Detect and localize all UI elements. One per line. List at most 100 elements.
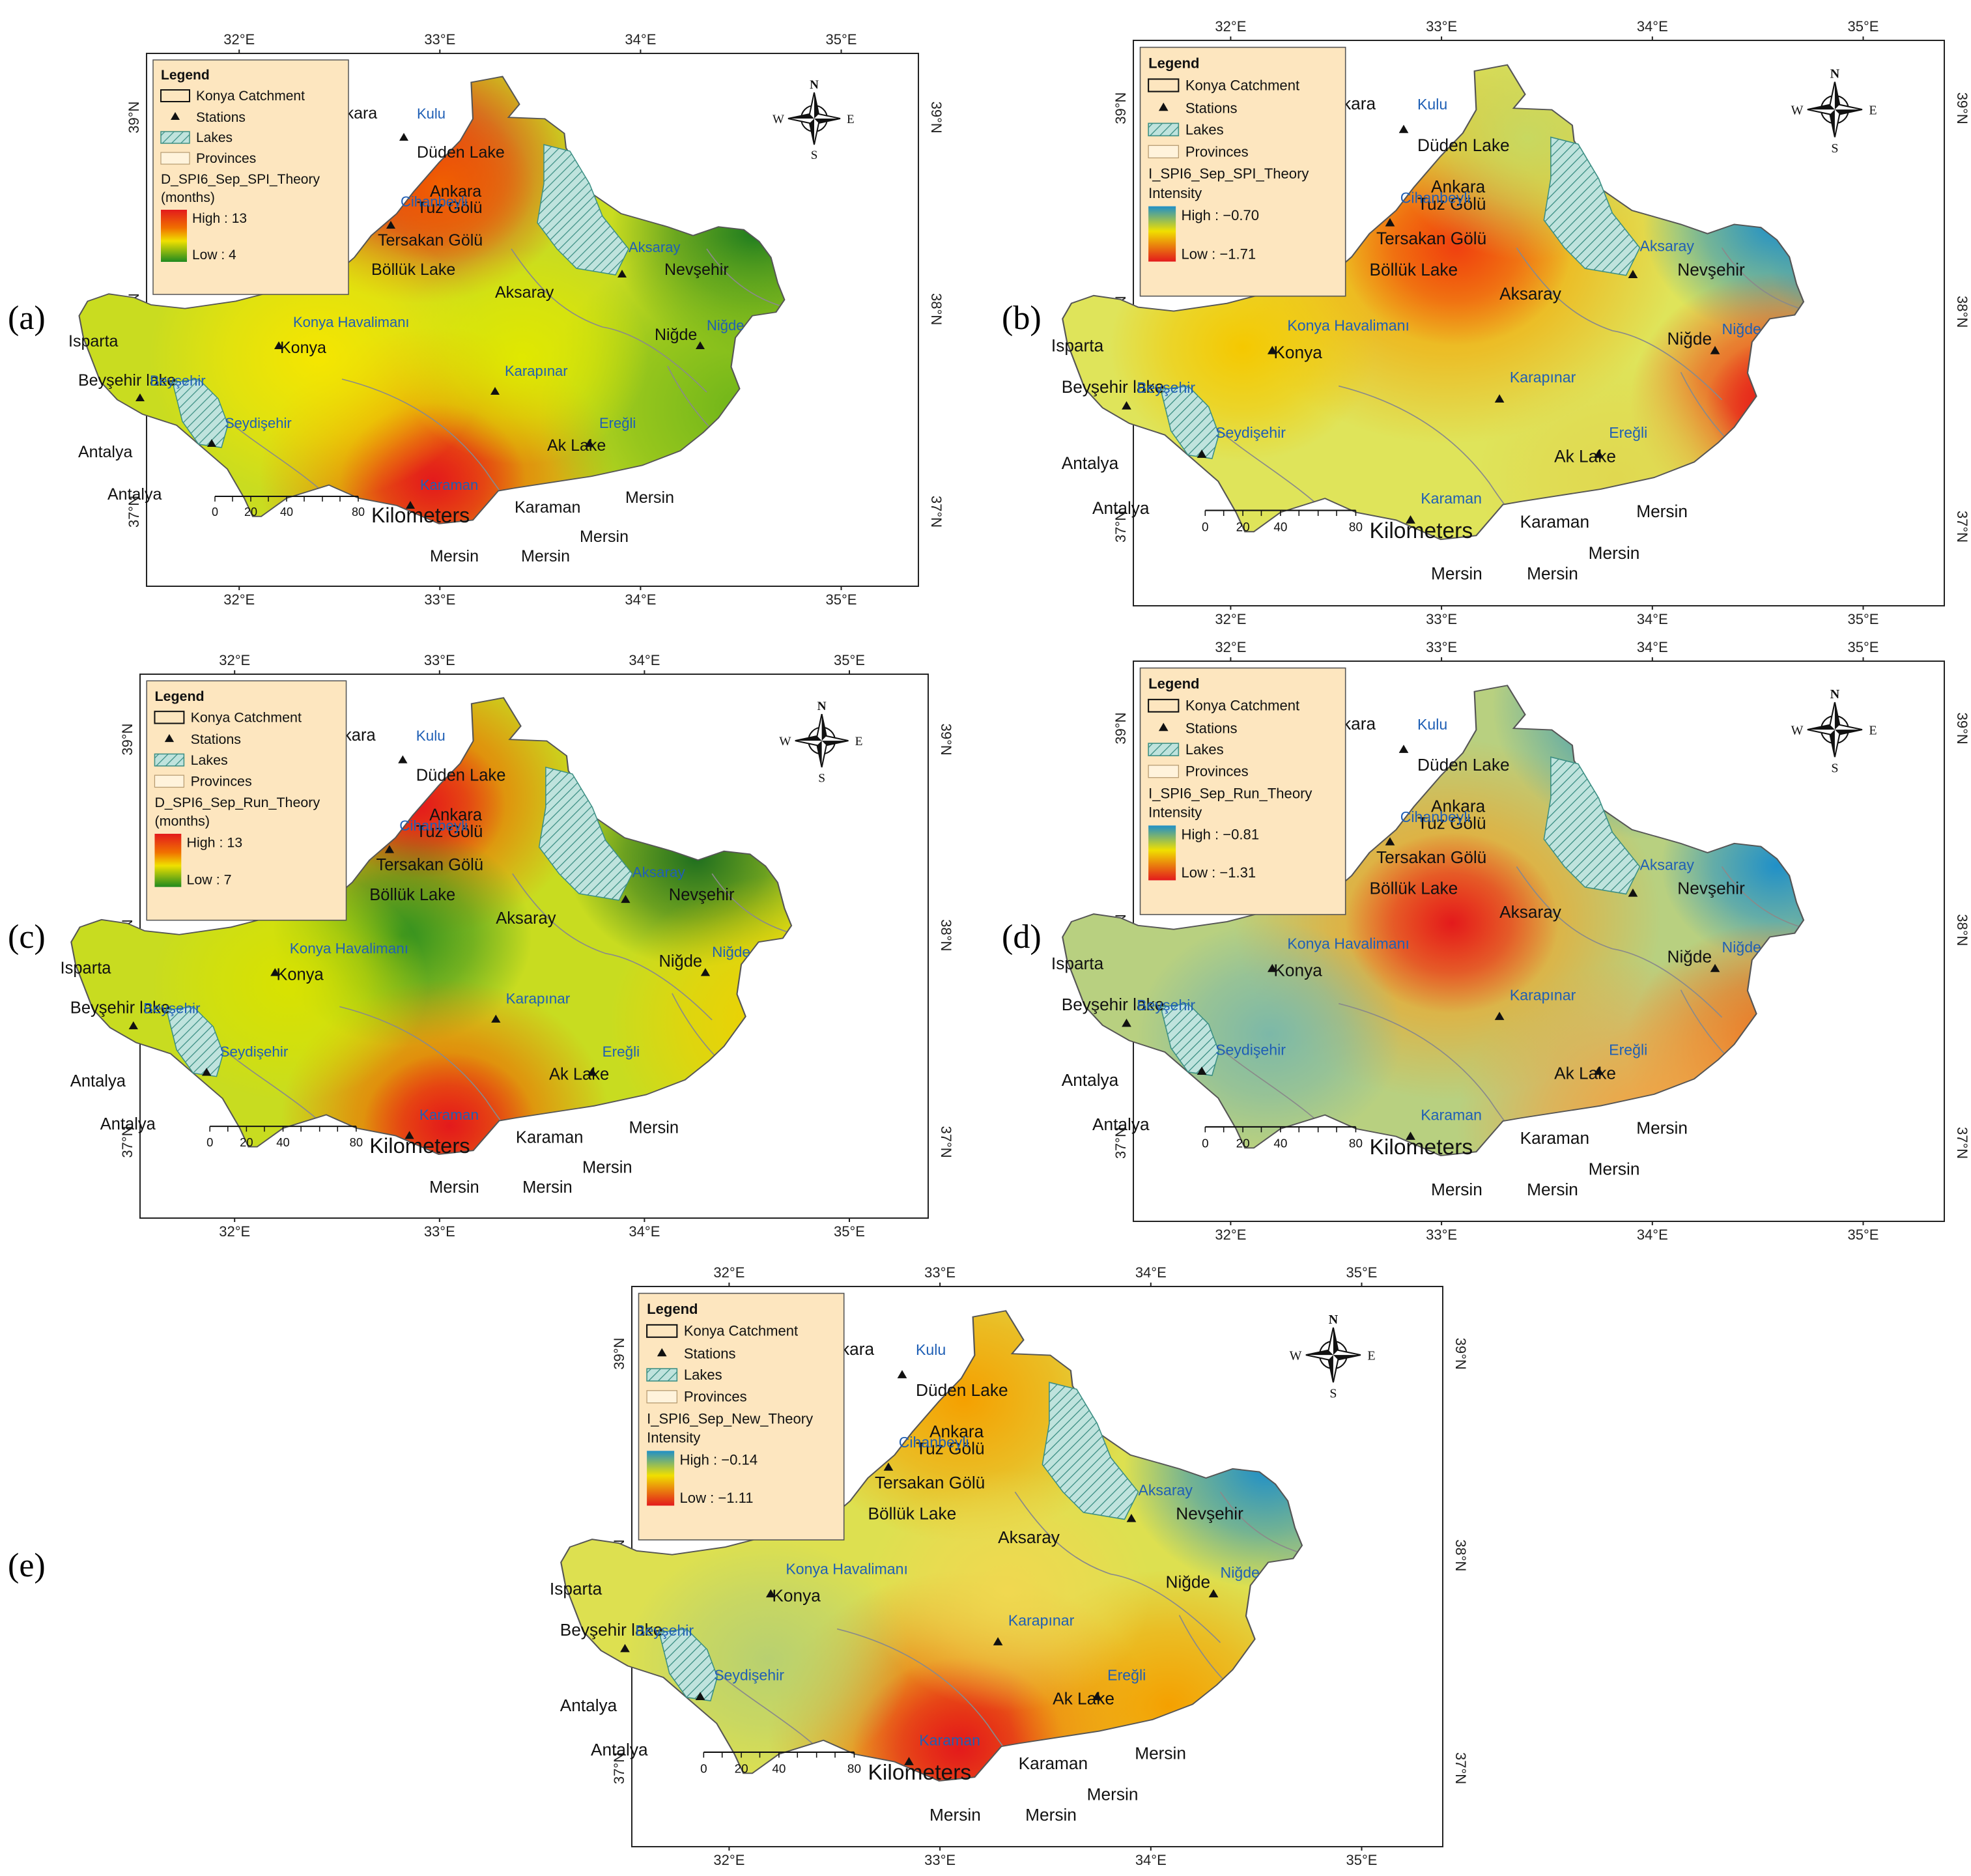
city-label: Beyşehir lake (1062, 377, 1165, 397)
station-label: Konya Havalimanı (786, 1561, 907, 1578)
city-label: Mersin (1087, 1785, 1139, 1804)
lon-tick-top: 33°E (424, 652, 455, 668)
city-label: Mersin (521, 547, 570, 565)
city-label: Mersin (1025, 1805, 1077, 1825)
legend-lake-swatch (646, 1368, 678, 1382)
scale-units: Kilometers (1369, 1135, 1473, 1159)
station-label: Kulu (417, 106, 446, 122)
legend-station-icon (164, 733, 175, 743)
city-label: Antalya (78, 443, 132, 461)
legend-province-swatch (1148, 145, 1179, 159)
station-marker (620, 1643, 630, 1653)
legend-lakes-label: Lakes (196, 130, 233, 145)
city-label: Antalya (1092, 498, 1150, 518)
station-label: Kulu (416, 728, 446, 744)
city-label: Mersin (1135, 1743, 1186, 1763)
legend-layer-name: D_SPI6_Sep_Run_Theory (154, 795, 320, 810)
station-marker (695, 1692, 705, 1701)
city-label: Tersakan Gölü (378, 231, 483, 249)
city-label: Aksaray (495, 283, 554, 302)
city-label: Beyşehir lake (1062, 995, 1165, 1014)
station-label: Seydişehir (1215, 424, 1286, 441)
panel-letter: (b) (1002, 300, 1042, 337)
city-label: Niğde (655, 326, 697, 344)
lon-tick-bottom: 34°E (1637, 611, 1668, 627)
city-label: Böllük Lake (1369, 260, 1458, 279)
city-label: Isparta (68, 332, 119, 350)
city-label: Beyşehir lake (70, 999, 170, 1017)
legend-lake-swatch (1148, 743, 1180, 756)
city-label: Aksaray (1499, 902, 1562, 922)
beysehir-lake (1160, 385, 1220, 459)
station-label: Karapınar (506, 990, 571, 1006)
station-marker (993, 1637, 1003, 1645)
lat-tick-right: 38°N (928, 293, 944, 325)
north-arrow-icon: N S E W (1791, 66, 1877, 156)
lat-tick-right: 38°N (1954, 914, 1970, 946)
city-label: Beyşehir lake (78, 371, 176, 390)
lon-tick-bottom: 32°E (713, 1852, 744, 1868)
lat-tick-right: 38°N (1453, 1539, 1469, 1571)
lat-tick-left: 37°N (126, 496, 142, 528)
legend-layer-unit: (months) (161, 190, 215, 205)
station-label: Ereğli (603, 1044, 640, 1060)
station-marker (1267, 346, 1277, 354)
scale-units: Kilometers (369, 1133, 470, 1158)
legend-stations-label: Stations (1185, 720, 1238, 736)
scale-tick: 0 (1202, 1137, 1209, 1150)
city-label: Mersin (1527, 1180, 1578, 1199)
city-label: Mersin (629, 1118, 679, 1137)
city-label: Konya (276, 966, 324, 984)
province-boundary (836, 1628, 1071, 1782)
beysehir-lake (659, 1628, 718, 1701)
scale-tick: 40 (1273, 1137, 1287, 1150)
legend-layer-name: I_SPI6_Sep_Run_Theory (1148, 785, 1312, 801)
legend-station-icon (1158, 102, 1169, 111)
legend-lake-swatch (154, 753, 185, 767)
map-legend: Legend Konya Catchment Stations Lakes Provin… (1139, 667, 1346, 915)
compass-e: E (847, 113, 855, 126)
station-label: Ereğli (1107, 1667, 1146, 1684)
station-marker (1122, 401, 1131, 410)
scale-tick: 0 (700, 1762, 707, 1776)
city-label: Ankara (1431, 796, 1486, 816)
scale-tick: 80 (1349, 520, 1363, 534)
legend-stations-label: Stations (191, 732, 241, 747)
legend-layer-name: I_SPI6_Sep_New_Theory (647, 1410, 813, 1427)
station-label: Seydişehir (225, 415, 292, 431)
city-label: Nevşehir (1677, 260, 1745, 279)
province-boundary (1219, 1491, 1302, 1561)
legend-lakes-label: Lakes (1185, 741, 1224, 758)
city-label: Ankara (1431, 177, 1485, 196)
city-label: Ankara (929, 1421, 984, 1441)
city-label: Aksaray (1499, 284, 1562, 304)
station-label: Karaman (1421, 490, 1482, 507)
station-label: Aksaray (1138, 1482, 1193, 1499)
city-label: Mersin (1431, 1180, 1482, 1199)
legend-catchment-label: Konya Catchment (684, 1323, 798, 1339)
city-label: Ankara (429, 806, 483, 825)
tuz-golu-lake (1543, 756, 1641, 895)
scale-tick: 80 (1349, 1137, 1363, 1150)
city-label: Böllük Lake (371, 261, 455, 279)
scale-bar: 0 20 40 80 Kilometers (700, 1751, 971, 1785)
lon-tick-bottom: 35°E (1848, 1227, 1879, 1243)
scale-bar: 0 20 40 80 Kilometers (206, 1126, 470, 1158)
scale-tick: 20 (1236, 520, 1250, 534)
legend-province-swatch (1148, 765, 1179, 778)
station-label: Aksaray (1639, 857, 1694, 874)
province-boundary (1516, 866, 1723, 1018)
city-label: Isparta (550, 1579, 603, 1599)
scale-tick: 40 (276, 1135, 289, 1149)
city-label: Antalya (100, 1115, 156, 1133)
city-label: Ak Lake (1554, 1063, 1616, 1083)
city-label: Karaman (515, 498, 580, 517)
legend-title: Legend (161, 68, 210, 83)
lon-tick-top: 34°E (1637, 639, 1668, 655)
legend-catchment-swatch (1148, 698, 1180, 713)
city-label: Antalya (560, 1696, 617, 1715)
scale-tick: 0 (1202, 520, 1209, 534)
panel-letter: (d) (1002, 918, 1042, 956)
city-label: Böllük Lake (1369, 878, 1458, 898)
station-label: Kulu (916, 1341, 946, 1358)
